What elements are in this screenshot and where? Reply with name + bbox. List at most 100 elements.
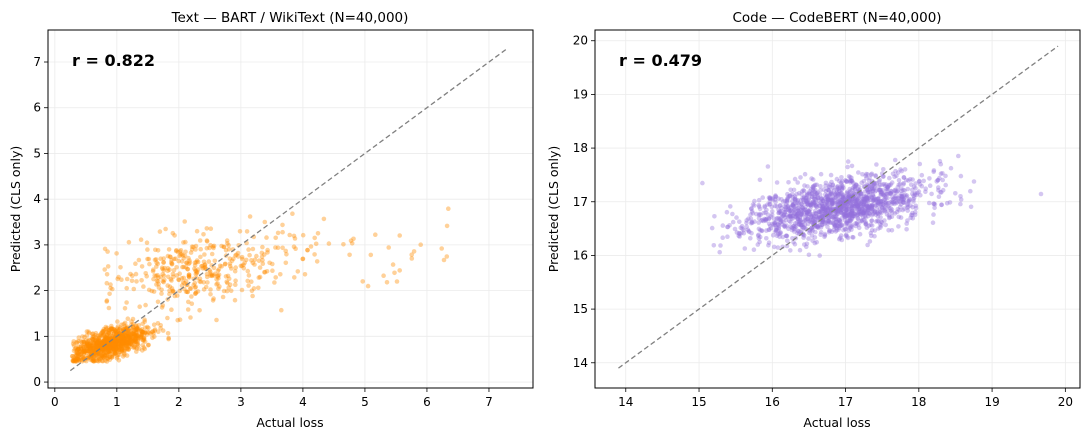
data-point — [843, 178, 848, 183]
data-point — [101, 345, 106, 351]
data-point — [883, 200, 888, 205]
data-point — [875, 200, 880, 205]
data-point — [792, 201, 798, 206]
data-point — [740, 226, 745, 232]
data-point — [814, 224, 820, 230]
data-point — [846, 195, 851, 200]
data-point — [182, 253, 188, 259]
data-point — [861, 179, 867, 184]
data-point — [111, 331, 117, 337]
data-point — [128, 341, 134, 347]
data-point — [120, 338, 125, 343]
data-point — [131, 338, 137, 344]
data-point — [126, 327, 131, 332]
data-point — [175, 249, 181, 255]
data-point — [227, 282, 233, 288]
data-point — [892, 174, 897, 179]
data-point — [140, 321, 145, 327]
data-point — [812, 196, 818, 202]
data-point — [861, 199, 867, 205]
data-point — [885, 185, 890, 190]
data-point — [785, 204, 790, 210]
data-point — [99, 352, 104, 358]
data-point — [143, 302, 148, 308]
data-point — [790, 194, 795, 200]
data-point — [90, 343, 95, 349]
data-point — [894, 173, 899, 179]
x-tick-label: 14 — [618, 395, 633, 409]
data-point — [321, 216, 327, 222]
y-tick-label: 18 — [573, 141, 588, 155]
data-point — [226, 243, 231, 248]
data-point — [885, 195, 890, 201]
data-point — [122, 347, 127, 353]
data-point — [97, 356, 102, 361]
data-point — [767, 216, 772, 221]
x-tick-label: 18 — [911, 395, 926, 409]
data-point — [845, 202, 850, 207]
data-point — [737, 219, 742, 224]
data-point — [720, 223, 726, 228]
data-point — [907, 197, 913, 202]
data-point — [771, 222, 776, 227]
data-point — [829, 214, 834, 219]
data-point — [175, 293, 180, 298]
data-point — [897, 207, 902, 213]
data-point — [295, 269, 301, 274]
data-point — [84, 342, 89, 347]
data-point — [111, 346, 116, 352]
data-point — [760, 195, 765, 200]
data-point — [797, 221, 802, 227]
data-point — [858, 200, 864, 205]
data-point — [875, 196, 881, 201]
data-point — [131, 337, 136, 343]
data-point — [767, 199, 773, 204]
data-point — [208, 226, 214, 231]
y-tick-label: 19 — [573, 87, 588, 101]
data-point — [784, 198, 790, 204]
data-point — [886, 200, 891, 206]
data-point — [104, 298, 110, 303]
data-point — [816, 198, 822, 204]
data-point — [93, 338, 98, 344]
data-point — [120, 343, 125, 349]
data-point — [192, 263, 198, 268]
data-point — [898, 202, 904, 207]
data-point — [956, 153, 961, 159]
data-point — [231, 256, 236, 262]
data-point — [119, 340, 125, 345]
data-point — [853, 200, 859, 206]
data-point — [254, 253, 259, 259]
data-point — [188, 315, 193, 320]
data-point — [188, 286, 193, 291]
data-point — [901, 182, 906, 187]
data-point — [812, 219, 817, 224]
data-point — [720, 235, 725, 240]
data-point — [291, 244, 297, 249]
data-point — [112, 343, 117, 349]
data-point — [159, 265, 165, 271]
data-point — [130, 342, 135, 347]
data-point — [882, 183, 888, 189]
data-point — [823, 188, 829, 194]
data-point — [912, 192, 918, 197]
data-point — [119, 341, 125, 347]
data-point — [326, 241, 332, 246]
data-point — [968, 204, 974, 210]
data-point — [758, 212, 763, 218]
data-point — [850, 198, 855, 204]
data-point — [709, 225, 715, 231]
data-point — [943, 182, 948, 188]
data-point — [844, 213, 849, 219]
data-point — [110, 333, 116, 339]
data-point — [837, 219, 843, 224]
data-point — [913, 181, 918, 186]
data-point — [829, 200, 834, 206]
data-point — [839, 222, 845, 228]
data-point — [850, 204, 856, 209]
data-point — [139, 278, 144, 283]
data-point — [283, 248, 289, 254]
data-point — [113, 344, 118, 350]
data-point — [100, 339, 105, 345]
data-point — [107, 335, 113, 341]
